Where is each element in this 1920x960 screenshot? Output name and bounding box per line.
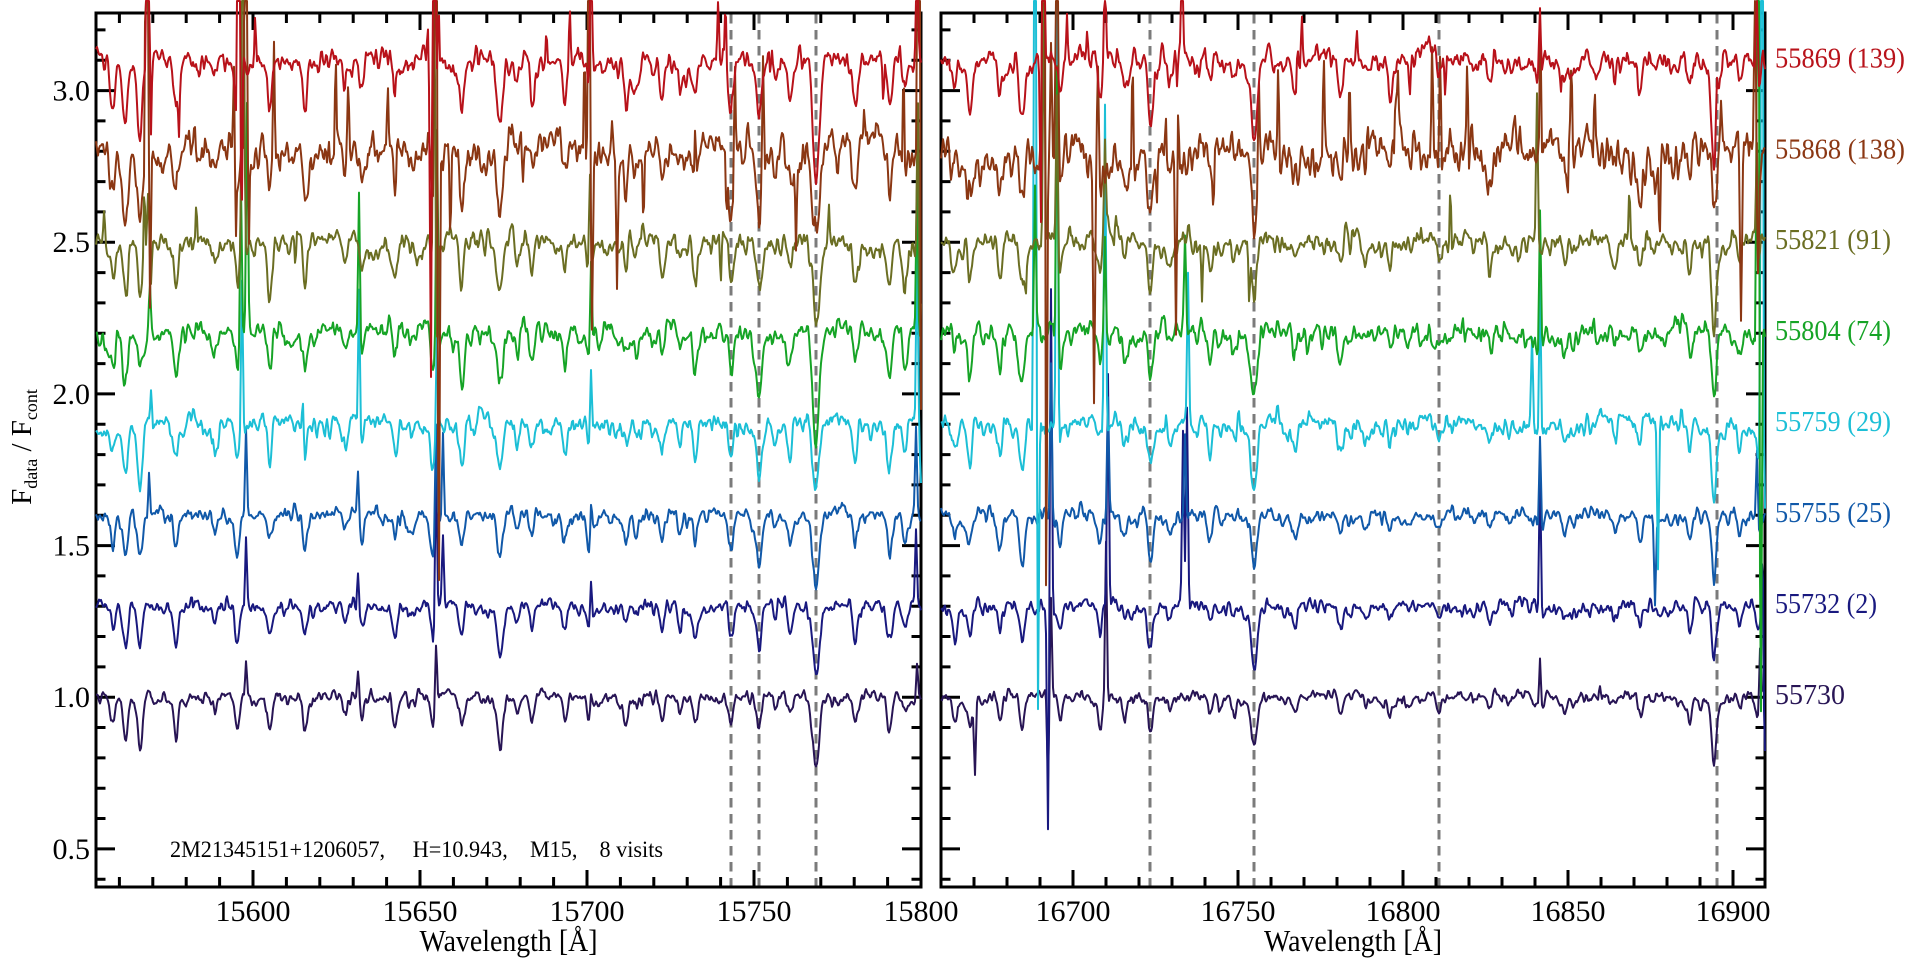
svg-text:3.0: 3.0 (53, 75, 91, 108)
svg-text:16850: 16850 (1531, 895, 1606, 928)
svg-text:16750: 16750 (1201, 895, 1276, 928)
svg-text:15650: 15650 (383, 895, 458, 928)
svg-text:55730: 55730 (1775, 679, 1845, 711)
svg-text:1.0: 1.0 (53, 681, 91, 714)
svg-text:55755 (25): 55755 (25) (1775, 497, 1891, 529)
svg-text:55804 (74): 55804 (74) (1775, 315, 1891, 347)
svg-text:15750: 15750 (717, 895, 792, 928)
svg-text:Wavelength [Å]: Wavelength [Å] (1264, 923, 1442, 958)
svg-text:55868 (138): 55868 (138) (1775, 133, 1905, 165)
svg-text:2.0: 2.0 (53, 378, 91, 411)
svg-text:16800: 16800 (1366, 895, 1441, 928)
svg-text:55759 (29): 55759 (29) (1775, 406, 1891, 438)
svg-text:16700: 16700 (1036, 895, 1111, 928)
svg-text:15600: 15600 (216, 895, 291, 928)
svg-text:15700: 15700 (550, 895, 625, 928)
svg-text:2.5: 2.5 (53, 226, 91, 259)
svg-text:0.5: 0.5 (53, 833, 91, 866)
svg-text:55869 (139): 55869 (139) (1775, 42, 1905, 74)
svg-text:Wavelength [Å]: Wavelength [Å] (420, 923, 598, 958)
svg-text:15800: 15800 (884, 895, 959, 928)
svg-text:1.5: 1.5 (53, 530, 91, 563)
svg-text:16900: 16900 (1696, 895, 1771, 928)
svg-text:2M21345151+1206057, H=10.943,: 2M21345151+1206057, H=10.943, M15, 8 vis… (170, 837, 663, 862)
svg-text:55821 (91): 55821 (91) (1775, 224, 1891, 256)
svg-text:55732 (2): 55732 (2) (1775, 588, 1877, 620)
